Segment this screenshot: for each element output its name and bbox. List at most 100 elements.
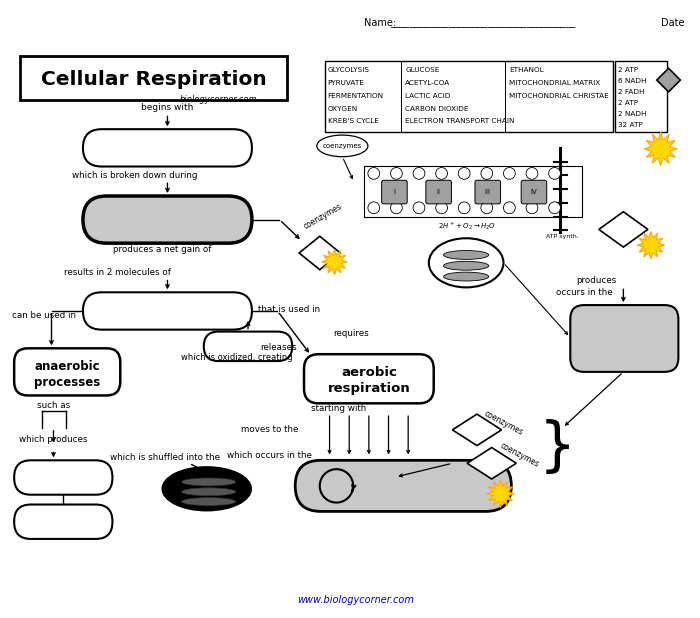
Text: GLYCOLYSIS: GLYCOLYSIS bbox=[328, 67, 370, 74]
Text: coenzymes: coenzymes bbox=[323, 143, 362, 149]
Text: requires: requires bbox=[333, 329, 369, 338]
Ellipse shape bbox=[182, 488, 236, 496]
FancyBboxPatch shape bbox=[83, 129, 252, 166]
Polygon shape bbox=[467, 447, 517, 479]
Polygon shape bbox=[322, 249, 347, 274]
FancyBboxPatch shape bbox=[14, 460, 113, 494]
Text: which is broken down during: which is broken down during bbox=[72, 171, 198, 180]
Text: 2 FADH: 2 FADH bbox=[618, 89, 645, 95]
Ellipse shape bbox=[444, 250, 489, 260]
Text: starting with: starting with bbox=[311, 404, 366, 413]
Text: FERMENTATION: FERMENTATION bbox=[328, 93, 384, 99]
Text: moves to the: moves to the bbox=[241, 425, 298, 434]
Text: CARBON DIOXIDE: CARBON DIOXIDE bbox=[405, 106, 469, 112]
FancyBboxPatch shape bbox=[570, 305, 678, 372]
Circle shape bbox=[549, 167, 561, 179]
Text: OXYGEN: OXYGEN bbox=[328, 106, 358, 112]
Text: II: II bbox=[437, 189, 440, 195]
Text: ACETYL-COA: ACETYL-COA bbox=[405, 80, 451, 86]
Polygon shape bbox=[452, 414, 501, 446]
Circle shape bbox=[413, 202, 425, 214]
Circle shape bbox=[368, 202, 379, 214]
Polygon shape bbox=[637, 231, 664, 259]
Ellipse shape bbox=[182, 497, 236, 506]
Polygon shape bbox=[598, 212, 648, 247]
Text: coenzymes: coenzymes bbox=[302, 202, 344, 231]
Circle shape bbox=[481, 167, 493, 179]
Text: I: I bbox=[393, 189, 395, 195]
FancyBboxPatch shape bbox=[14, 504, 113, 539]
Ellipse shape bbox=[182, 478, 236, 486]
Circle shape bbox=[413, 167, 425, 179]
FancyBboxPatch shape bbox=[615, 61, 666, 132]
Text: ______________________________________: ______________________________________ bbox=[391, 18, 575, 28]
Text: coenzymes: coenzymes bbox=[482, 409, 524, 437]
Circle shape bbox=[526, 167, 538, 179]
FancyBboxPatch shape bbox=[83, 292, 252, 329]
Text: which is shuffled into the: which is shuffled into the bbox=[111, 453, 220, 462]
Text: MITOCHONDRIAL MATRIX: MITOCHONDRIAL MATRIX bbox=[510, 80, 601, 86]
FancyBboxPatch shape bbox=[382, 180, 407, 204]
Text: releases: releases bbox=[260, 343, 297, 352]
FancyBboxPatch shape bbox=[364, 166, 582, 217]
Text: aerobic: aerobic bbox=[341, 366, 397, 379]
FancyBboxPatch shape bbox=[14, 349, 120, 396]
Text: III: III bbox=[485, 189, 491, 195]
Text: www.biologycorner.com: www.biologycorner.com bbox=[298, 595, 414, 605]
Circle shape bbox=[391, 202, 402, 214]
Text: biologycorner.com: biologycorner.com bbox=[180, 95, 258, 104]
Circle shape bbox=[458, 202, 470, 214]
Text: begins with: begins with bbox=[141, 103, 194, 112]
Text: ATP synth.: ATP synth. bbox=[546, 234, 579, 239]
Text: 2 ATP: 2 ATP bbox=[618, 100, 638, 106]
Text: 2 ATP: 2 ATP bbox=[618, 67, 638, 74]
Circle shape bbox=[368, 167, 379, 179]
Text: which is oxidized, creating: which is oxidized, creating bbox=[181, 353, 293, 362]
Text: IV: IV bbox=[531, 189, 538, 195]
Text: MITOCHONDRIAL CHRISTAE: MITOCHONDRIAL CHRISTAE bbox=[510, 93, 609, 99]
FancyBboxPatch shape bbox=[522, 180, 547, 204]
FancyBboxPatch shape bbox=[426, 180, 452, 204]
Text: results in 2 molecules of: results in 2 molecules of bbox=[64, 268, 171, 277]
Text: 32 ATP: 32 ATP bbox=[618, 122, 643, 129]
FancyBboxPatch shape bbox=[304, 354, 434, 404]
Circle shape bbox=[435, 202, 447, 214]
Ellipse shape bbox=[444, 272, 489, 281]
Ellipse shape bbox=[429, 239, 503, 287]
Text: which occurs in the: which occurs in the bbox=[228, 451, 312, 460]
Polygon shape bbox=[486, 480, 514, 507]
Text: such as: such as bbox=[37, 401, 70, 410]
Polygon shape bbox=[644, 132, 678, 166]
Text: 6 NADH: 6 NADH bbox=[618, 78, 647, 84]
FancyBboxPatch shape bbox=[325, 61, 612, 132]
Text: $2H^+ + O_2 \rightarrow H_2O$: $2H^+ + O_2 \rightarrow H_2O$ bbox=[438, 221, 496, 232]
Text: processes: processes bbox=[34, 376, 100, 389]
Circle shape bbox=[391, 167, 402, 179]
Ellipse shape bbox=[162, 467, 251, 510]
Text: 2 NADH: 2 NADH bbox=[618, 111, 647, 117]
Circle shape bbox=[481, 202, 493, 214]
FancyBboxPatch shape bbox=[20, 56, 287, 99]
Ellipse shape bbox=[444, 261, 489, 270]
Circle shape bbox=[458, 167, 470, 179]
FancyBboxPatch shape bbox=[295, 460, 511, 512]
Text: coenzymes: coenzymes bbox=[498, 441, 540, 470]
Circle shape bbox=[503, 202, 515, 214]
Ellipse shape bbox=[317, 135, 368, 157]
Circle shape bbox=[549, 202, 561, 214]
FancyBboxPatch shape bbox=[83, 196, 252, 243]
Text: Name:: Name: bbox=[364, 18, 396, 28]
Text: Date: Date bbox=[661, 18, 684, 28]
Circle shape bbox=[503, 167, 515, 179]
FancyBboxPatch shape bbox=[475, 180, 500, 204]
Circle shape bbox=[526, 202, 538, 214]
Text: can be used in: can be used in bbox=[12, 311, 76, 320]
Text: KREB'S CYCLE: KREB'S CYCLE bbox=[328, 119, 379, 124]
Text: ELECTRON TRANSPORT CHAIN: ELECTRON TRANSPORT CHAIN bbox=[405, 119, 514, 124]
Text: occurs in the: occurs in the bbox=[556, 288, 612, 297]
Text: LACTIC ACID: LACTIC ACID bbox=[405, 93, 451, 99]
Text: PYRUVATE: PYRUVATE bbox=[328, 80, 365, 86]
Text: respiration: respiration bbox=[328, 382, 410, 395]
Polygon shape bbox=[299, 236, 340, 269]
Text: GLUCOSE: GLUCOSE bbox=[405, 67, 440, 74]
